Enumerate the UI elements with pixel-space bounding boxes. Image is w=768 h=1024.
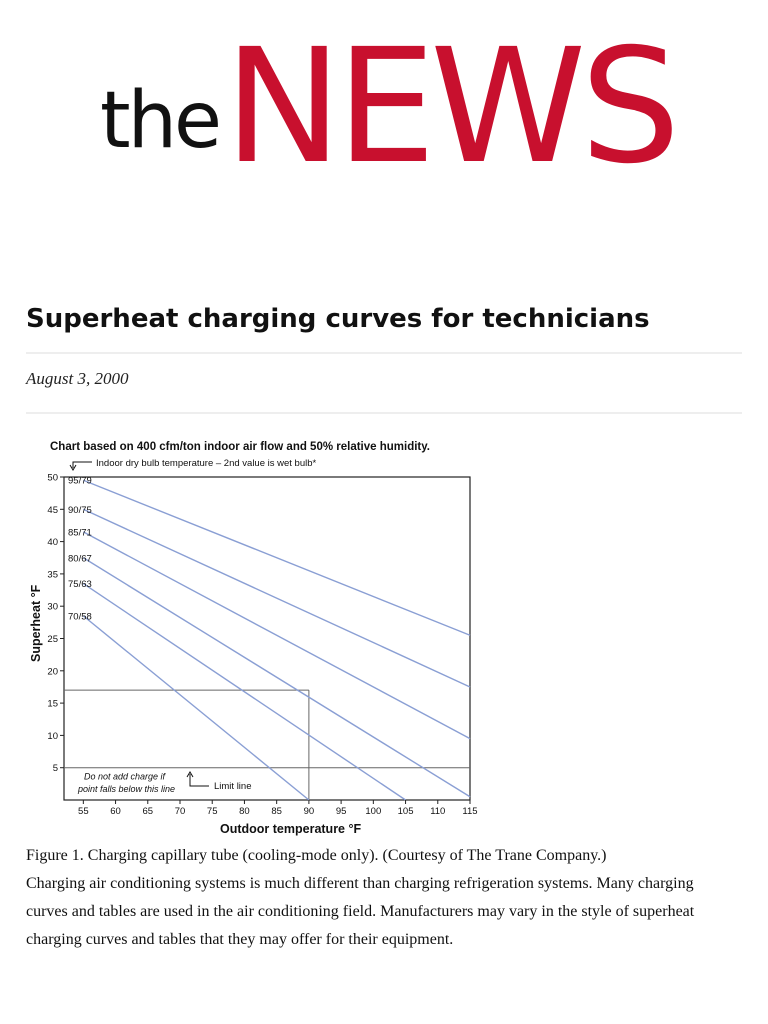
series-label-90-75: 90/75: [68, 505, 92, 516]
figure-chart: Chart based on 400 cfm/ton indoor air fl…: [26, 430, 486, 840]
legend-note: Indoor dry bulb temperature – 2nd value …: [96, 458, 317, 469]
series-label-85-71: 85/71: [68, 527, 92, 538]
curve-80-67: [82, 557, 471, 798]
curve-95-79: [83, 479, 471, 636]
limit-note-line1: Do not add charge if: [84, 771, 167, 781]
y-tick-label-25: 25: [47, 634, 58, 645]
x-tick-label-115: 115: [462, 806, 477, 817]
legend-note-arrowhead: [69, 464, 77, 471]
x-tick-label-85: 85: [271, 806, 282, 817]
figure-caption: Figure 1. Charging capillary tube (cooli…: [26, 847, 607, 864]
x-axis-label: Outdoor temperature °F: [220, 822, 361, 836]
superheat-chart: Chart based on 400 cfm/ton indoor air fl…: [29, 441, 478, 836]
plot-frame: [63, 476, 471, 801]
x-tick-label-90: 90: [304, 806, 315, 817]
x-tick-label-60: 60: [110, 806, 121, 817]
article-body: Charging air conditioning systems is muc…: [26, 875, 695, 948]
article-date: August 3, 2000: [26, 369, 129, 388]
y-axis-label: Superheat °F: [29, 584, 43, 662]
date-divider: [26, 412, 742, 414]
legend-note-pointer: [72, 461, 92, 468]
y-tick-label-15: 15: [47, 699, 58, 710]
y-tick-label-5: 5: [53, 763, 58, 774]
logo-the: the: [100, 76, 222, 166]
curve-70-58: [82, 615, 310, 801]
article-text: Figure 1. Charging capillary tube (cooli…: [26, 842, 726, 954]
x-tick-label-95: 95: [336, 806, 347, 817]
limit-line-label: Limit line: [214, 781, 252, 792]
series-label-95-79: 95/79: [68, 476, 92, 487]
limit-label-pointer: [189, 774, 209, 787]
y-tick-label-35: 35: [47, 569, 58, 580]
x-tick-label-55: 55: [78, 806, 89, 817]
title-divider: [26, 352, 742, 354]
x-tick-label-65: 65: [142, 806, 153, 817]
y-tick-label-45: 45: [47, 505, 58, 516]
limit-note-line2: point falls below this line: [77, 784, 175, 794]
x-tick-label-70: 70: [175, 806, 186, 817]
chart-title: Chart based on 400 cfm/ton indoor air fl…: [50, 441, 430, 453]
curve-75-63: [82, 583, 406, 801]
masthead[interactable]: the NEWS: [100, 28, 740, 186]
y-tick-label-40: 40: [47, 537, 58, 548]
y-tick-label-20: 20: [47, 666, 58, 677]
x-tick-label-105: 105: [398, 806, 414, 817]
y-tick-label-30: 30: [47, 602, 58, 613]
article-title: Superheat charging curves for technician…: [26, 304, 650, 334]
x-tick-label-100: 100: [365, 806, 381, 817]
x-tick-label-110: 110: [430, 806, 445, 817]
curve-90-75: [83, 508, 471, 688]
logo-news: NEWS: [224, 15, 681, 199]
y-tick-label-10: 10: [47, 731, 58, 742]
x-tick-label-80: 80: [239, 806, 250, 817]
series-label-80-67: 80/67: [68, 553, 92, 564]
x-tick-label-75: 75: [207, 806, 218, 817]
series-label-70-58: 70/58: [68, 611, 92, 622]
limit-label-arrowhead: [186, 771, 194, 778]
curve-85-71: [83, 531, 471, 740]
series-label-75-63: 75/63: [68, 579, 92, 590]
y-tick-label-50: 50: [47, 473, 58, 484]
